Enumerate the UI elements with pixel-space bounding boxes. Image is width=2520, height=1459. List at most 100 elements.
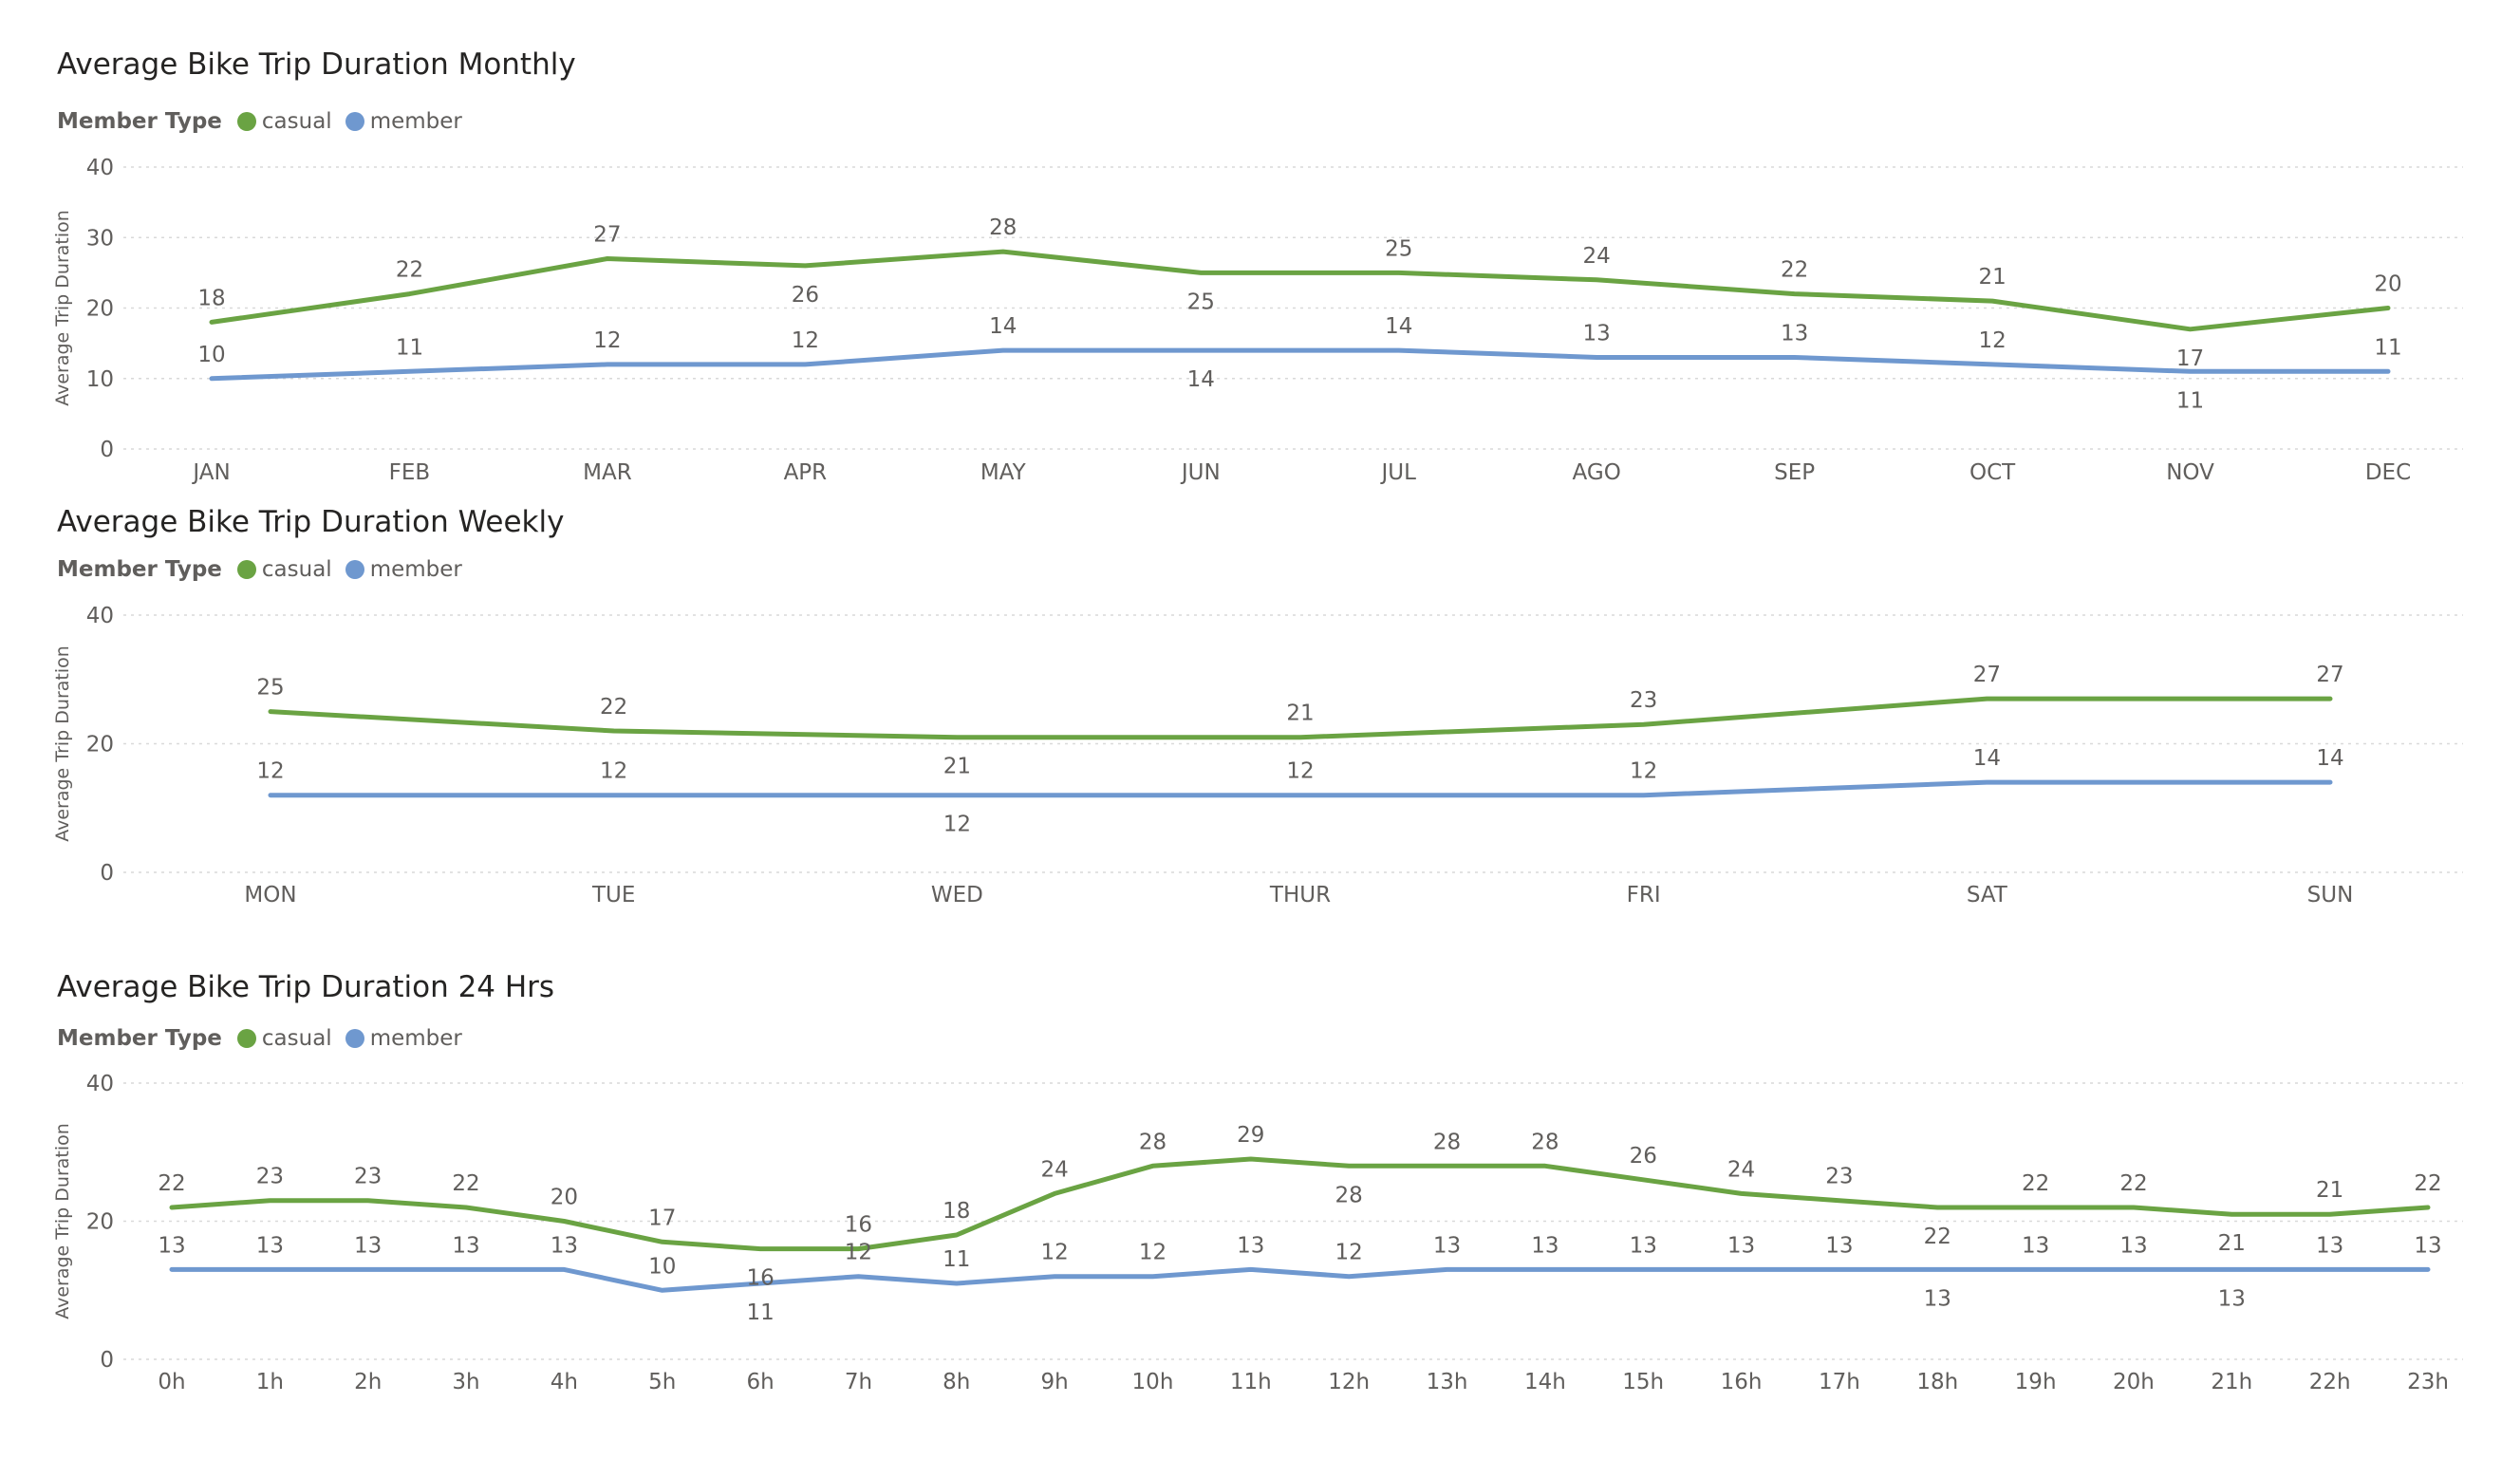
- data-label-member-weekly: 12: [600, 759, 627, 784]
- data-label-member-weekly: 12: [1286, 759, 1314, 784]
- x-tick-label-hourly: 4h: [551, 1370, 578, 1394]
- data-label-casual-monthly: 26: [792, 283, 819, 308]
- data-label-casual-hourly: 29: [1237, 1123, 1264, 1148]
- legend-item-casual[interactable]: casual: [236, 557, 332, 582]
- series-line-member-hourly: [169, 1266, 2431, 1293]
- data-label-casual-hourly: 22: [452, 1171, 479, 1196]
- legend-label-member: member: [369, 557, 462, 582]
- data-label-casual-monthly: 22: [396, 258, 423, 283]
- data-label-member-hourly: 13: [1825, 1233, 1853, 1258]
- data-label-casual-hourly: 21: [2218, 1231, 2246, 1256]
- y-tick-label-weekly: 0: [100, 861, 114, 886]
- x-tick-label-hourly: 15h: [1622, 1370, 1664, 1394]
- casual-dot-icon: [236, 1029, 256, 1048]
- y-tick-label-monthly: 30: [86, 226, 114, 251]
- data-label-member-monthly: 11: [2176, 388, 2204, 413]
- data-label-casual-hourly: 23: [256, 1165, 284, 1189]
- x-tick-label-monthly: OCT: [1969, 460, 2016, 485]
- data-label-casual-hourly: 22: [1924, 1225, 1951, 1249]
- data-label-casual-monthly: 20: [2374, 272, 2401, 297]
- data-label-casual-hourly: 24: [1727, 1157, 1755, 1182]
- x-tick-label-weekly: WED: [931, 883, 983, 907]
- data-label-member-hourly: 13: [2022, 1233, 2049, 1258]
- data-label-casual-hourly: 22: [158, 1171, 185, 1196]
- data-label-casual-monthly: 22: [1781, 258, 1808, 283]
- x-tick-label-monthly: AGO: [1573, 460, 1621, 485]
- data-label-casual-hourly: 28: [1335, 1183, 1363, 1207]
- x-tick-label-hourly: 22h: [2309, 1370, 2351, 1394]
- data-label-member-monthly: 12: [1978, 328, 2006, 353]
- data-label-member-hourly: 12: [1040, 1241, 1068, 1265]
- data-label-casual-monthly: 28: [989, 215, 1017, 240]
- legend-item-member[interactable]: member: [345, 109, 462, 134]
- data-label-casual-hourly: 24: [1040, 1157, 1068, 1182]
- y-tick-label-monthly: 0: [100, 438, 114, 462]
- y-tick-label-monthly: 20: [86, 297, 114, 322]
- legend-label-casual: casual: [261, 1026, 332, 1051]
- data-label-member-hourly: 10: [648, 1254, 676, 1279]
- x-tick-label-hourly: 1h: [256, 1370, 284, 1394]
- series-line-member-weekly: [268, 779, 2333, 798]
- x-tick-label-hourly: 8h: [943, 1370, 970, 1394]
- legend-item-member[interactable]: member: [345, 557, 462, 582]
- x-tick-label-monthly: MAR: [583, 460, 632, 485]
- data-label-casual-hourly: 22: [2119, 1171, 2147, 1196]
- x-tick-label-hourly: 3h: [452, 1370, 479, 1394]
- data-label-member-weekly: 12: [256, 759, 284, 784]
- data-label-member-monthly: 12: [593, 328, 621, 353]
- data-label-member-monthly: 13: [1781, 321, 1808, 346]
- data-label-casual-monthly: 17: [2176, 346, 2204, 371]
- x-tick-label-hourly: 2h: [354, 1370, 382, 1394]
- data-label-member-hourly: 13: [2316, 1233, 2343, 1258]
- y-tick-label-weekly: 20: [86, 733, 114, 758]
- x-tick-label-monthly: SEP: [1774, 460, 1815, 485]
- data-label-member-hourly: 13: [2414, 1233, 2441, 1258]
- x-tick-label-hourly: 23h: [2407, 1370, 2449, 1394]
- legend-item-member[interactable]: member: [345, 1026, 462, 1051]
- x-tick-label-monthly: NOV: [2166, 460, 2214, 485]
- x-tick-label-hourly: 17h: [1819, 1370, 1860, 1394]
- data-label-member-monthly: 11: [2374, 335, 2401, 360]
- data-label-member-hourly: 12: [1139, 1241, 1167, 1265]
- x-tick-label-hourly: 5h: [648, 1370, 676, 1394]
- data-label-member-monthly: 10: [197, 343, 225, 367]
- x-tick-label-monthly: JUN: [1180, 460, 1221, 485]
- chart-title-weekly: Average Bike Trip Duration Weekly: [57, 505, 565, 539]
- legend-item-casual[interactable]: casual: [236, 1026, 332, 1051]
- data-label-casual-monthly: 21: [1978, 265, 2006, 290]
- data-label-member-hourly: 13: [2218, 1286, 2246, 1311]
- data-label-casual-hourly: 28: [1433, 1130, 1461, 1154]
- data-label-casual-monthly: 24: [1583, 244, 1611, 269]
- data-label-casual-weekly: 27: [1973, 663, 2001, 687]
- x-tick-label-hourly: 14h: [1524, 1370, 1566, 1394]
- data-label-casual-hourly: 23: [354, 1165, 382, 1189]
- legend-title: Member Type: [57, 1026, 222, 1051]
- series-line-member-monthly: [209, 347, 2391, 382]
- legend-label-casual: casual: [261, 557, 332, 582]
- data-label-casual-weekly: 21: [943, 755, 971, 779]
- data-label-casual-hourly: 16: [845, 1213, 872, 1238]
- data-label-member-hourly: 11: [746, 1300, 774, 1325]
- x-tick-label-hourly: 12h: [1328, 1370, 1370, 1394]
- y-tick-label-hourly: 20: [86, 1210, 114, 1235]
- legend-label-member: member: [369, 1026, 462, 1051]
- x-tick-label-hourly: 10h: [1132, 1370, 1174, 1394]
- data-label-casual-monthly: 25: [1385, 236, 1412, 261]
- y-tick-label-hourly: 0: [100, 1348, 114, 1373]
- data-label-casual-hourly: 17: [648, 1206, 676, 1230]
- chart-title-hourly: Average Bike Trip Duration 24 Hrs: [57, 970, 555, 1004]
- x-tick-label-hourly: 18h: [1916, 1370, 1958, 1394]
- data-label-casual-hourly: 22: [2414, 1171, 2441, 1196]
- data-label-member-hourly: 13: [158, 1233, 185, 1258]
- data-label-member-hourly: 13: [1531, 1233, 1559, 1258]
- legend-weekly: Member Type casual member: [57, 557, 476, 582]
- legend-monthly: Member Type casual member: [57, 109, 476, 134]
- x-tick-label-weekly: THUR: [1269, 883, 1331, 907]
- data-label-member-hourly: 13: [1237, 1233, 1264, 1258]
- data-label-member-hourly: 13: [1727, 1233, 1755, 1258]
- legend-title: Member Type: [57, 557, 222, 582]
- member-dot-icon: [345, 112, 364, 131]
- legend-item-casual[interactable]: casual: [236, 109, 332, 134]
- x-tick-label-hourly: 21h: [2211, 1370, 2252, 1394]
- y-tick-label-monthly: 40: [86, 156, 114, 180]
